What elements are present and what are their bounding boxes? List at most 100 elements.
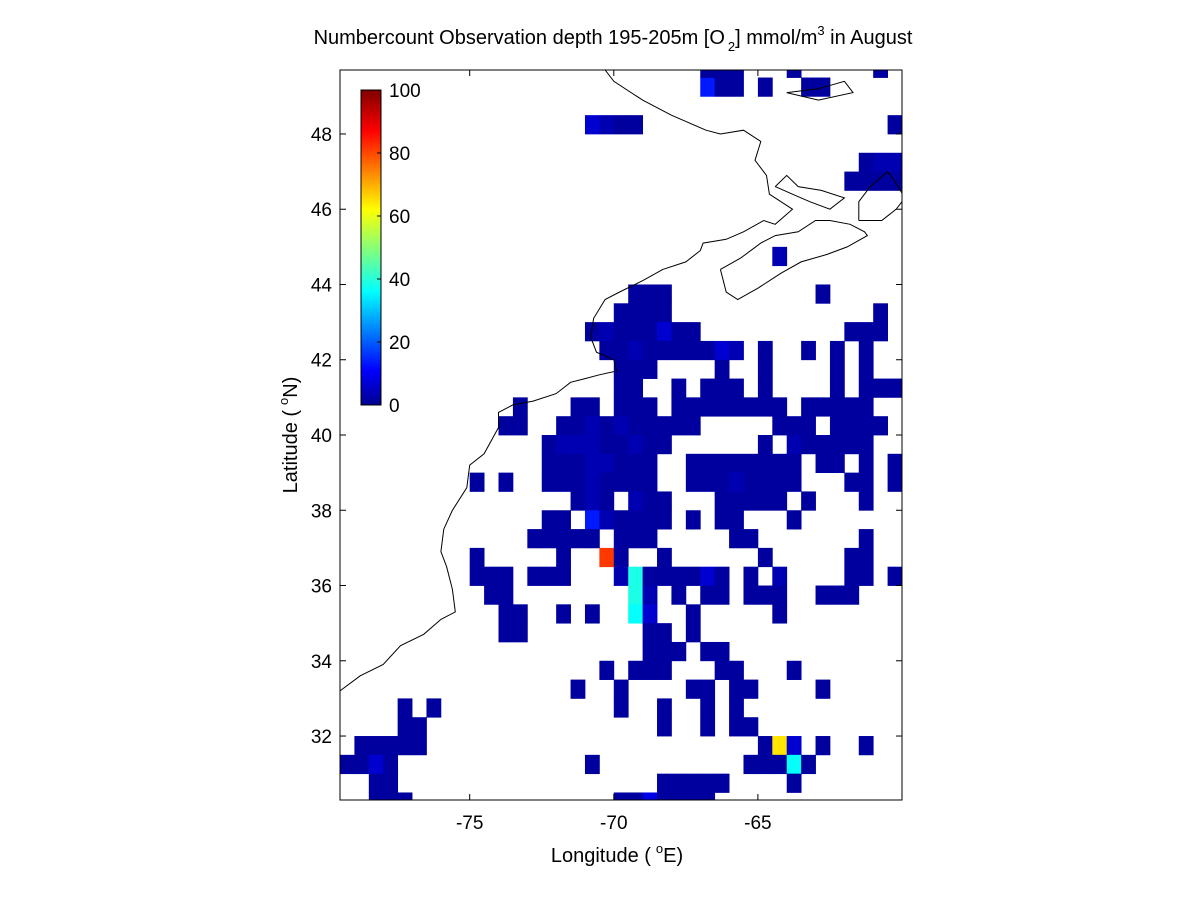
heatmap-cell-152 bbox=[887, 453, 902, 474]
heatmap-cell-242 bbox=[628, 585, 644, 605]
heatmap-cell-52 bbox=[714, 340, 730, 361]
heatmap-cell-255 bbox=[512, 604, 528, 624]
heatmap-cell-222 bbox=[498, 566, 514, 586]
heatmap-cell-191 bbox=[599, 510, 615, 530]
ylabel-degree: o bbox=[276, 398, 291, 405]
heatmap-cell-44 bbox=[599, 340, 615, 361]
heatmap-cell-158 bbox=[584, 472, 600, 492]
x-tick-label: -65 bbox=[744, 813, 771, 834]
ylabel-before: Latitude ( bbox=[280, 410, 302, 494]
colorbar-gradient bbox=[360, 89, 382, 406]
heatmap-cell-114 bbox=[858, 416, 874, 436]
heatmap-cell-232 bbox=[700, 566, 716, 586]
colorbar-tick-label: 100 bbox=[389, 81, 421, 102]
heatmap-cell-264 bbox=[512, 623, 528, 643]
y-tick-label: 38 bbox=[311, 501, 332, 522]
heatmap-cell-302 bbox=[397, 736, 413, 756]
heatmap-cell-142 bbox=[700, 453, 716, 474]
heatmap-cell-83 bbox=[642, 397, 658, 417]
heatmap-cell-253 bbox=[902, 586, 917, 605]
heatmap-cell-54 bbox=[757, 340, 773, 361]
heatmap-cell-217 bbox=[757, 547, 773, 568]
title-subscript: 2 bbox=[728, 39, 735, 54]
heatmap-cell-111 bbox=[801, 416, 816, 436]
heatmap-cell-287 bbox=[397, 698, 413, 718]
x-tick-label: -70 bbox=[600, 813, 627, 834]
heatmap-cell-314 bbox=[743, 754, 759, 775]
colorbar-tick-label: 40 bbox=[389, 270, 410, 291]
heatmap-cell-186 bbox=[801, 491, 816, 511]
heatmap-cell-65 bbox=[902, 360, 917, 379]
y-tick-label: 34 bbox=[311, 652, 333, 673]
heatmap-cell-306 bbox=[786, 736, 802, 756]
heatmap-cell-146 bbox=[757, 453, 773, 474]
heatmap-cell-10 bbox=[786, 70, 802, 78]
heatmap-cell-216 bbox=[657, 547, 672, 568]
heatmap-cell-220 bbox=[469, 566, 485, 586]
heatmap-cell-166 bbox=[729, 472, 744, 492]
heatmap-cell-63 bbox=[829, 359, 845, 379]
heatmap-cell-320 bbox=[383, 773, 399, 793]
heatmap-cell-162 bbox=[642, 472, 658, 492]
heatmap-cell-138 bbox=[613, 453, 629, 474]
x-axis-label: Longitude (oE) bbox=[551, 841, 683, 867]
heatmap-cell-69 bbox=[700, 378, 716, 398]
heatmap-cell-215 bbox=[613, 547, 629, 568]
heatmap-cell-238 bbox=[887, 566, 902, 586]
y-tick-label: 48 bbox=[311, 125, 332, 146]
heatmap-cell-325 bbox=[714, 773, 730, 793]
heatmap-cell-35 bbox=[613, 322, 629, 342]
y-axis-label: Latitude (oN) bbox=[276, 377, 302, 494]
coastline-1 bbox=[719, 220, 869, 301]
heatmap-cell-153 bbox=[469, 472, 485, 492]
heatmap-cell-16 bbox=[858, 152, 874, 172]
heatmap-cell-237 bbox=[858, 566, 874, 586]
heatmap-cell-151 bbox=[858, 453, 874, 474]
heatmap-cell-1 bbox=[714, 77, 730, 97]
heatmap-cell-192 bbox=[613, 510, 629, 530]
heatmap-cell-328 bbox=[383, 792, 399, 800]
heatmap-cell-165 bbox=[714, 472, 730, 492]
heatmap-cell-136 bbox=[584, 453, 600, 474]
heatmap-cell-196 bbox=[685, 510, 701, 530]
heatmap-cell-183 bbox=[743, 491, 759, 511]
heatmap-cell-193 bbox=[628, 510, 644, 530]
heatmap-cell-213 bbox=[556, 547, 571, 568]
heatmap-cell-90 bbox=[757, 397, 773, 417]
heatmap-cell-66 bbox=[613, 378, 629, 398]
colorbar-tick-label: 0 bbox=[389, 396, 400, 417]
heatmap-cell-143 bbox=[714, 453, 730, 474]
heatmap-cell-3 bbox=[757, 77, 773, 97]
heatmap-cell-278 bbox=[729, 660, 744, 680]
heatmap-cell-119 bbox=[570, 435, 586, 455]
heatmap-cell-78 bbox=[512, 397, 528, 417]
heatmap-cell-311 bbox=[368, 754, 384, 775]
heatmap-cell-190 bbox=[584, 510, 600, 530]
heatmap-cell-4 bbox=[801, 77, 816, 97]
heatmap-cell-148 bbox=[786, 453, 802, 474]
heatmap-cell-160 bbox=[613, 472, 629, 492]
heatmap-cell-30 bbox=[642, 303, 658, 323]
heatmap-cell-150 bbox=[829, 453, 845, 474]
heatmap-cell-170 bbox=[786, 472, 802, 492]
heatmap-cell-98 bbox=[512, 416, 528, 436]
heatmap-cell-56 bbox=[829, 340, 845, 361]
heatmap-cell-94 bbox=[829, 397, 845, 417]
heatmap-cell-91 bbox=[772, 397, 788, 417]
heatmap-cell-126 bbox=[757, 435, 773, 455]
heatmap-cell-272 bbox=[714, 641, 730, 662]
title-main-mid: ] mmol/m bbox=[735, 27, 817, 49]
heatmap-cell-171 bbox=[844, 472, 860, 492]
heatmap-cell-81 bbox=[613, 397, 629, 417]
heatmap-cell-312 bbox=[383, 754, 399, 775]
heatmap-cell-84 bbox=[671, 397, 687, 417]
heatmap-cell-174 bbox=[902, 473, 917, 492]
heatmap-cell-316 bbox=[772, 754, 788, 775]
heatmap-cell-57 bbox=[858, 340, 874, 361]
heatmap-cell-62 bbox=[757, 359, 773, 379]
heatmap-cell-106 bbox=[657, 416, 672, 436]
heatmap-cell-168 bbox=[757, 472, 773, 492]
heatmap-cell-338 bbox=[571, 800, 586, 819]
heatmap-cell-7 bbox=[700, 70, 716, 78]
heatmap-cell-212 bbox=[469, 547, 485, 568]
